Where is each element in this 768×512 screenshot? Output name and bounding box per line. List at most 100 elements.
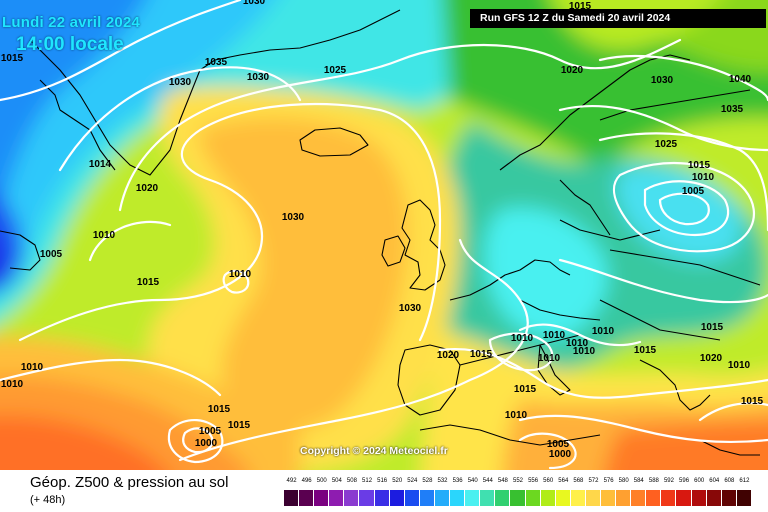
scale-swatch [374, 490, 390, 506]
scale-label: 604 [709, 478, 720, 484]
scale-label: 568 [573, 478, 584, 484]
scale-label: 500 [316, 478, 327, 484]
scale-swatch [540, 490, 556, 506]
scale-swatch [344, 490, 360, 506]
scale-label: 608 [724, 478, 735, 484]
scale-label: 564 [558, 478, 569, 484]
isobar-label: 1015 [514, 384, 537, 395]
isobar-label: 1020 [437, 350, 460, 361]
isobar-label: 1010 [511, 333, 534, 344]
isobar-label: 1000 [549, 449, 572, 460]
color-scale-labels: 492 496 500 504 508 512 516 520 524 528 532 536 540 5… [282, 478, 754, 488]
scale-label: 612 [739, 478, 750, 484]
isobar-label: 1010 [543, 330, 566, 341]
scale-swatch [585, 490, 601, 506]
scale-swatch [676, 490, 692, 506]
scale-label: 524 [407, 478, 418, 484]
isobar-label: 1025 [655, 139, 678, 150]
scale-swatch [510, 490, 526, 506]
isobar-label: 1010 [505, 410, 528, 421]
scale-swatch [284, 490, 300, 506]
copyright-notice: Copyright © 2024 Meteociel.fr [300, 445, 448, 457]
isobar-label: 1035 [205, 57, 228, 68]
scale-label: 544 [482, 478, 493, 484]
isobar-label: 1010 [566, 338, 589, 349]
isobar-label: 1010 [229, 269, 252, 280]
scale-swatch [404, 490, 420, 506]
isobar-label: 1015 [470, 349, 493, 360]
scale-label: 516 [377, 478, 388, 484]
scale-label: 556 [528, 478, 539, 484]
scale-swatch [721, 490, 737, 506]
isobar-label: 1015 [688, 160, 711, 171]
scale-swatch [389, 490, 405, 506]
isobar-label: 1010 [538, 353, 561, 364]
isobar-label: 1020 [136, 183, 159, 194]
isobar-label: 1015 [208, 404, 231, 415]
scale-label: 504 [331, 478, 342, 484]
scale-label: 580 [618, 478, 629, 484]
scale-label: 576 [603, 478, 614, 484]
isobar-label: 1020 [700, 353, 723, 364]
scale-swatch [480, 490, 496, 506]
scale-label: 508 [346, 478, 357, 484]
isobar-label: 1015 [1, 53, 24, 64]
isobar-label: 1000 [195, 438, 218, 449]
isobar-label: 1015 [741, 396, 764, 407]
isobar-label: 1005 [40, 249, 63, 260]
scale-label: 492 [286, 478, 297, 484]
forecast-map: 1030 1015 1030 1035 1030 1025 1020 1030 … [0, 0, 768, 470]
scale-swatch [434, 490, 451, 506]
scale-label: 548 [497, 478, 508, 484]
scale-label: 584 [633, 478, 644, 484]
isobar-label: 1035 [721, 104, 744, 115]
scale-swatch [661, 490, 677, 506]
scale-swatch [419, 490, 435, 506]
scale-label: 496 [301, 478, 312, 484]
scale-label: 560 [543, 478, 554, 484]
scale-swatch [525, 490, 541, 506]
scale-swatch [706, 490, 722, 506]
isobar-label: 1030 [247, 72, 270, 83]
isobar-label: 1005 [547, 439, 570, 450]
isobar-label: 1010 [573, 346, 596, 357]
scale-label: 532 [437, 478, 448, 484]
color-scale [284, 490, 752, 506]
scale-swatch [329, 490, 345, 506]
isobar-lines [0, 0, 768, 468]
scale-swatch [616, 490, 632, 506]
scale-label: 536 [452, 478, 463, 484]
scale-label: 572 [588, 478, 599, 484]
z500-field [0, 0, 768, 470]
scale-label: 552 [512, 478, 524, 484]
isobar-label: 1005 [199, 426, 222, 437]
model-run-label: Run GFS 12 Z du Samedi 20 avril 2024 [470, 9, 766, 28]
scale-swatch [450, 490, 466, 506]
isobar-label: 1040 [729, 74, 752, 85]
isobar-label: 1030 [243, 0, 266, 7]
scale-label: 520 [392, 478, 403, 484]
scale-swatch [570, 490, 586, 506]
isobar-label: 1010 [692, 172, 715, 183]
forecast-time: 14:00 locale [16, 34, 124, 55]
isobar-label: 1010 [728, 360, 751, 371]
legend-subtitle: (+ 48h) [30, 494, 66, 506]
isobar-label: 1015 [569, 1, 592, 12]
isobar-label: 1030 [399, 303, 422, 314]
isobar-labels: 1030 1015 1030 1035 1030 1025 1020 1030 … [1, 0, 764, 460]
scale-label: 540 [467, 478, 478, 484]
scale-swatch [555, 490, 571, 506]
scale-swatch [495, 490, 511, 506]
scale-swatch [465, 490, 481, 506]
scale-label: 528 [422, 478, 433, 484]
scale-label: 588 [648, 478, 659, 484]
isobar-label: 1010 [93, 230, 116, 241]
isobar-label: 1030 [282, 212, 305, 223]
isobar-label: 1025 [324, 65, 347, 76]
forecast-date: Lundi 22 avril 2024 [2, 14, 141, 31]
scale-label: 512 [362, 478, 373, 484]
scale-swatch [600, 490, 617, 506]
isobar-label: 1015 [228, 420, 251, 431]
isobar-label: 1010 [592, 326, 615, 337]
